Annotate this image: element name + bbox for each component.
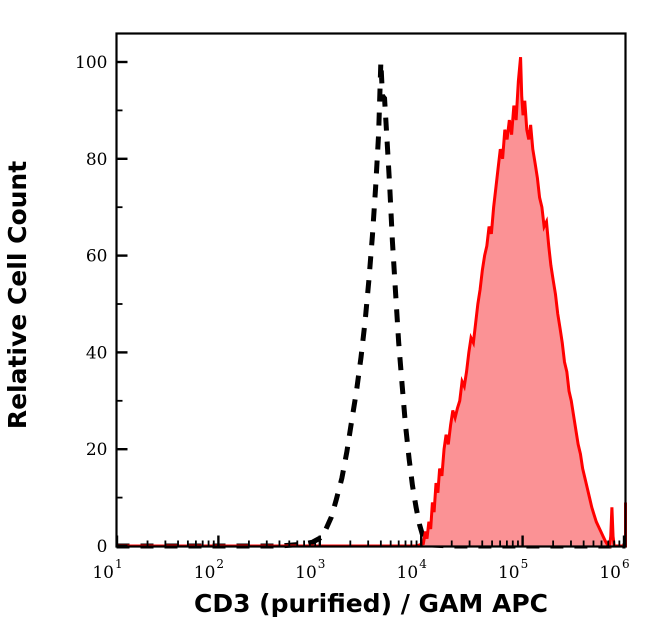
plot-frame-box xyxy=(115,32,627,548)
x-tick-label: 10 3 xyxy=(295,557,325,583)
x-tick-label: 10 2 xyxy=(194,557,224,583)
x-tick-label-base: 10 xyxy=(599,563,621,583)
x-tick-label-exponent: 5 xyxy=(521,557,529,571)
x-tick-label-base: 10 xyxy=(498,563,520,583)
x-tick-label-exponent: 6 xyxy=(622,557,630,571)
series-line-sample xyxy=(116,57,627,549)
x-tick-label-base: 10 xyxy=(92,563,114,583)
x-tick-label: 10 4 xyxy=(397,557,428,583)
axis-ticks xyxy=(115,60,626,548)
y-tick-label: 0 xyxy=(97,537,108,557)
x-tick-label-exponent: 3 xyxy=(318,557,326,571)
x-tick-label-exponent: 4 xyxy=(419,557,427,571)
x-tick-label-exponent: 1 xyxy=(115,557,123,571)
x-tick-label-base: 10 xyxy=(397,563,419,583)
x-tick-label-base: 10 xyxy=(295,563,317,583)
y-tick-label: 100 xyxy=(75,53,107,73)
y-axis-label: Relative Cell Count xyxy=(3,161,32,429)
plot-frame xyxy=(115,32,627,548)
x-tick-label-exponent: 2 xyxy=(216,557,224,571)
y-tick-label: 20 xyxy=(86,440,108,460)
y-tick-label: 40 xyxy=(86,343,108,363)
x-axis-label: CD3 (purified) / GAM APC xyxy=(194,589,548,618)
series-layer xyxy=(116,57,627,549)
series-line-control xyxy=(116,61,626,549)
x-tick-label: 10 6 xyxy=(599,557,629,583)
y-tick-label: 60 xyxy=(86,247,108,267)
x-tick-label-base: 10 xyxy=(194,563,216,583)
y-tick-label: 80 xyxy=(86,150,108,170)
x-tick-label: 10 5 xyxy=(498,557,528,583)
x-tick-label: 10 1 xyxy=(92,557,122,583)
